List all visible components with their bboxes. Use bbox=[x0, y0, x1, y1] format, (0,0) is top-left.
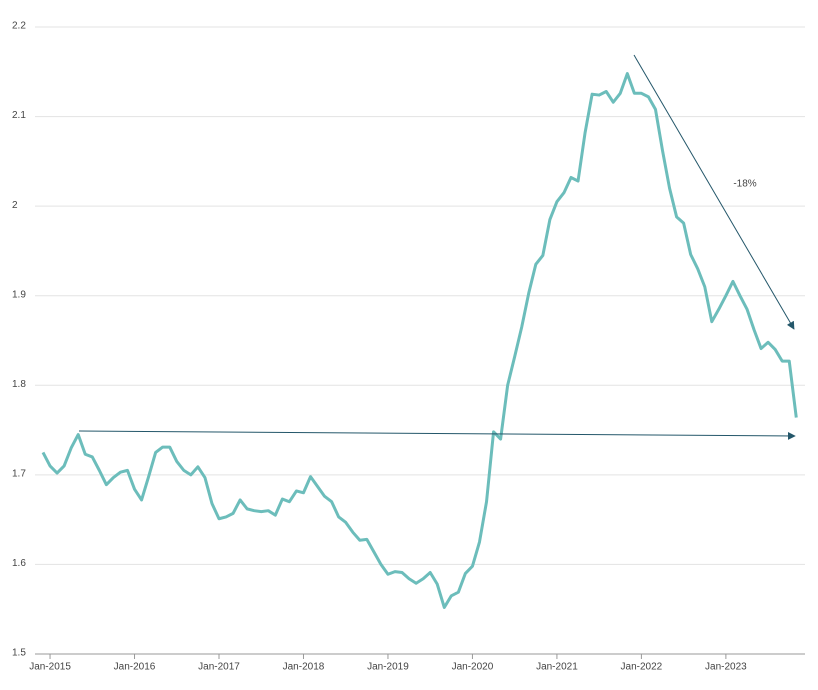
y-tick-label: 1.5 bbox=[12, 648, 26, 659]
x-tick-label: Jan-2022 bbox=[621, 662, 663, 673]
annotation-text: -18% bbox=[733, 179, 756, 190]
x-tick-label: Jan-2021 bbox=[536, 662, 578, 673]
x-tick-label: Jan-2016 bbox=[114, 662, 156, 673]
y-tick-label: 1.6 bbox=[12, 558, 26, 569]
x-tick-label: Jan-2019 bbox=[367, 662, 409, 673]
grid bbox=[35, 26, 805, 655]
data-line bbox=[41, 72, 798, 609]
x-tick-label: Jan-2015 bbox=[29, 662, 71, 673]
y-tick-label: 2.2 bbox=[12, 21, 26, 32]
x-tick-label: Jan-2020 bbox=[452, 662, 494, 673]
x-tick-label: Jan-2017 bbox=[198, 662, 240, 673]
plot bbox=[41, 72, 798, 609]
y-tick-label: 1.8 bbox=[12, 379, 26, 390]
y-tick-label: 1.7 bbox=[12, 468, 26, 479]
y-tick-label: 2 bbox=[12, 200, 18, 211]
y-tick-label: 2.1 bbox=[12, 110, 26, 121]
y-tick-label: 1.9 bbox=[12, 289, 26, 300]
x-tick-label: Jan-2023 bbox=[705, 662, 747, 673]
annotation-arrow bbox=[78, 430, 796, 440]
annotation-arrow bbox=[633, 54, 795, 330]
x-tick-label: Jan-2018 bbox=[283, 662, 325, 673]
